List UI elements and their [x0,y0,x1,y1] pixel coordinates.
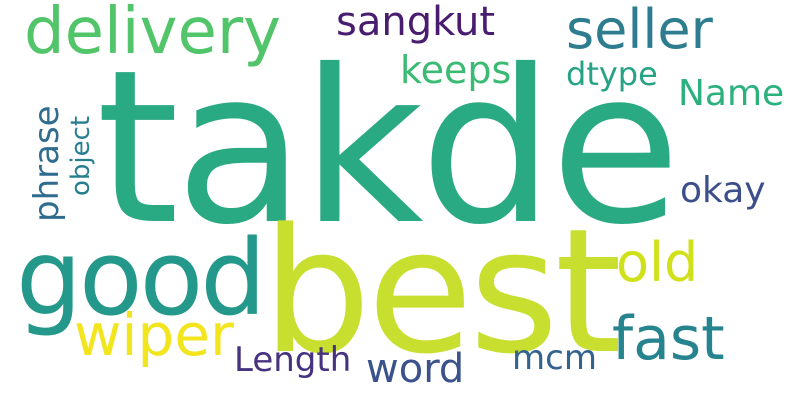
word-sangkut: sangkut [336,0,496,45]
word-fast: fast [612,304,725,374]
word-mcm: mcm [512,338,597,378]
word-length: Length [234,340,352,380]
word-seller: seller [566,0,713,61]
word-old: old [616,231,699,294]
word-name: Name [678,73,785,114]
word-okay: okay [680,170,766,211]
word-takde: takde [96,24,681,271]
word-keeps: keeps [400,48,512,92]
word-best: best [262,191,622,392]
word-wiper: wiper [74,301,234,369]
word-good: good [16,217,266,339]
word-word: word [366,346,465,392]
word-delivery: delivery [24,0,281,69]
word-object: object [66,115,96,196]
word-phrase: phrase [27,105,67,222]
word-dtype: dtype [566,55,658,93]
